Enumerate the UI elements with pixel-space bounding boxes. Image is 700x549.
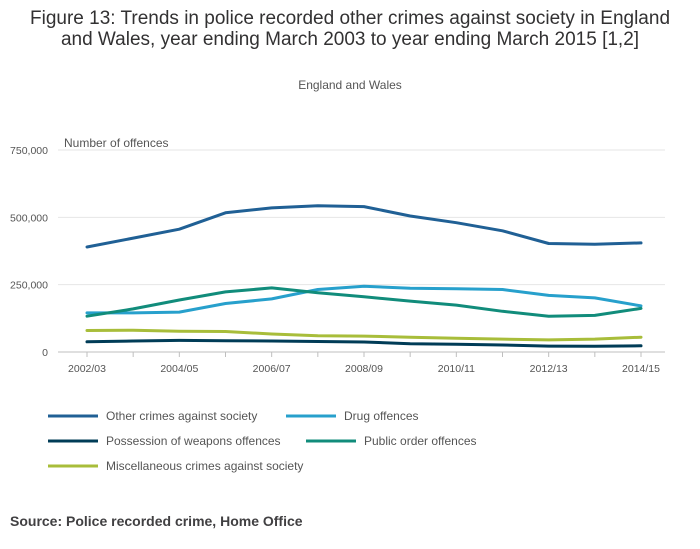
- x-tick-label: 2010/11: [438, 363, 475, 375]
- series-line: [85, 338, 643, 348]
- x-tick-label: 2014/15: [622, 363, 660, 375]
- series-line: [85, 204, 643, 249]
- y-tick-label: 0: [42, 347, 48, 359]
- y-tick-label: 750,000: [10, 145, 48, 157]
- legend-label: Possession of weapons offences: [106, 434, 281, 448]
- y-axis-label: Number of offences: [64, 136, 169, 150]
- x-tick-label: 2006/07: [253, 363, 291, 375]
- source-note: Source: Police recorded crime, Home Offi…: [10, 513, 303, 529]
- y-axis-ticks: 0 250,000 500,000 750,000: [10, 145, 48, 359]
- x-tick-label: 2012/13: [530, 363, 568, 375]
- chart-subtitle: England and Wales: [298, 78, 402, 92]
- legend-label: Drug offences: [344, 409, 419, 423]
- legend-label: Other crimes against society: [106, 409, 257, 423]
- series-line: [85, 284, 643, 315]
- legend-label: Public order offences: [364, 434, 477, 448]
- x-tick-label: 2008/09: [345, 363, 383, 375]
- legend-label: Miscellaneous crimes against society: [106, 459, 303, 473]
- series-line: [85, 328, 643, 342]
- x-axis: 2002/03 2004/05 2006/07 2008/09 2010/11 2012/…: [58, 351, 665, 375]
- chart-title: Figure 13: Trends in police recorded oth…: [30, 8, 671, 50]
- x-tick-label: 2002/03: [68, 363, 106, 375]
- y-tick-label: 500,000: [10, 212, 48, 224]
- x-tick-label: 2004/05: [160, 363, 198, 375]
- y-tick-label: 250,000: [10, 280, 48, 292]
- series-lines: [85, 204, 643, 348]
- legend: Other crimes against society Drug offence…: [48, 409, 477, 473]
- series-line: [85, 286, 643, 318]
- gridlines: [58, 149, 665, 286]
